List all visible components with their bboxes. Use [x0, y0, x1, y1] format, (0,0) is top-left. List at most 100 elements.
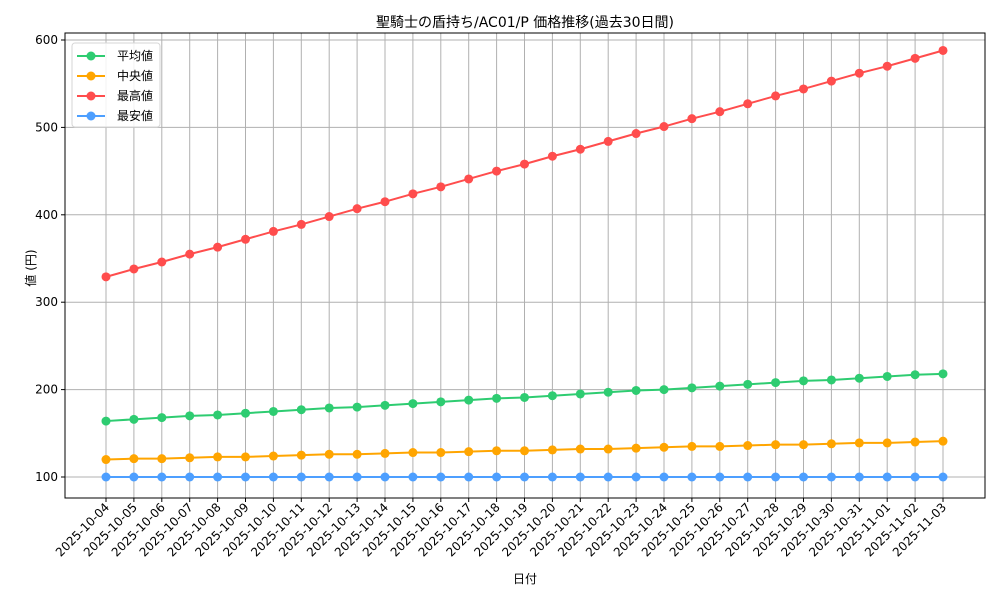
data-point [352, 472, 362, 482]
data-point [520, 159, 529, 169]
data-point [464, 472, 474, 482]
series-line [101, 45, 948, 282]
data-point [743, 99, 753, 109]
data-point [743, 441, 753, 451]
series-line [101, 436, 948, 465]
data-point [101, 472, 111, 482]
data-point [882, 371, 892, 381]
data-point [157, 413, 167, 423]
data-point [268, 406, 278, 416]
data-point [408, 189, 418, 199]
data-point [492, 472, 502, 482]
data-point [101, 272, 111, 282]
data-point [185, 411, 195, 421]
legend-marker-icon [86, 51, 96, 61]
data-point [296, 472, 306, 482]
data-point [631, 472, 641, 482]
data-point [241, 452, 250, 462]
data-point [603, 387, 613, 397]
data-point [352, 449, 362, 459]
data-point [687, 441, 697, 451]
data-point [603, 444, 613, 454]
data-point [213, 242, 223, 252]
data-point [268, 226, 278, 236]
data-point [659, 442, 669, 452]
data-point [547, 391, 557, 401]
data-point [910, 472, 920, 482]
data-point [241, 472, 250, 482]
legend-item: 中央値 [77, 68, 153, 83]
data-point [380, 197, 390, 207]
y-tick-label: 300 [35, 295, 58, 309]
data-point [492, 393, 502, 403]
data-point [687, 472, 697, 482]
x-axis-ticks: 2025-10-042025-10-052025-10-062025-10-07… [53, 498, 949, 559]
data-point [380, 448, 390, 458]
data-point [380, 472, 390, 482]
data-point [826, 375, 836, 385]
data-point [296, 405, 306, 415]
data-point [296, 219, 306, 229]
data-point [157, 257, 167, 267]
data-point [464, 174, 474, 184]
legend-marker-icon [86, 91, 96, 101]
data-point [185, 472, 195, 482]
series-line [101, 369, 948, 426]
data-point [687, 383, 697, 393]
data-point [352, 402, 362, 412]
data-point [799, 376, 808, 386]
data-point [436, 448, 446, 458]
data-point [464, 395, 474, 405]
data-point [854, 472, 864, 482]
data-point [882, 472, 892, 482]
y-tick-label: 500 [35, 120, 58, 134]
data-point [324, 212, 334, 222]
data-point [854, 373, 864, 383]
data-point [213, 452, 223, 462]
data-point [631, 443, 641, 453]
data-point [185, 249, 195, 259]
x-axis-label: 日付 [513, 572, 537, 586]
data-point [771, 440, 781, 450]
data-point [715, 381, 725, 391]
data-point [129, 414, 139, 424]
data-point [408, 472, 418, 482]
legend-box [71, 42, 161, 128]
data-point [799, 84, 808, 94]
chart-title: 聖騎士の盾持ち/AC01/P 価格推移(過去30日間) [376, 15, 674, 31]
data-point [268, 472, 278, 482]
data-point [129, 472, 139, 482]
y-axis-ticks: 100 200 300 400 500 600 [35, 33, 65, 484]
data-point [464, 447, 474, 457]
data-point [743, 379, 753, 389]
data-point [826, 439, 836, 449]
data-point [492, 166, 502, 176]
data-point [826, 472, 836, 482]
data-point [324, 449, 334, 459]
data-point [436, 182, 446, 192]
data-point [854, 68, 864, 78]
y-tick-label: 100 [35, 470, 58, 484]
data-point [213, 472, 223, 482]
data-point [380, 400, 390, 410]
data-point [938, 45, 948, 55]
data-point [631, 129, 641, 139]
data-point [799, 440, 808, 450]
data-point [715, 107, 725, 117]
data-point [826, 76, 836, 86]
data-point [129, 454, 139, 464]
data-point [101, 416, 111, 426]
legend-marker-icon [86, 111, 96, 121]
y-tick-label: 200 [35, 383, 58, 397]
data-point [882, 438, 892, 448]
data-point [575, 144, 585, 154]
data-point [547, 472, 557, 482]
data-point [687, 114, 697, 124]
data-point [659, 385, 669, 395]
data-point [938, 436, 948, 446]
legend-label: 最安値 [117, 108, 153, 123]
y-tick-label: 400 [35, 208, 58, 222]
grid-lines [65, 33, 985, 498]
